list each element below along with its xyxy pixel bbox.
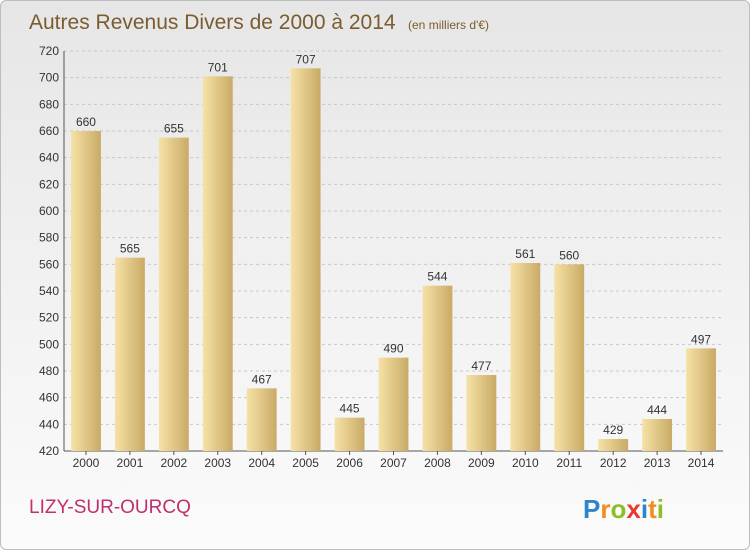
y-tick-label: 720 — [39, 44, 59, 58]
y-tick-label: 560 — [39, 257, 59, 271]
y-tick-label: 640 — [39, 151, 59, 165]
data-label: 655 — [164, 122, 184, 136]
bar — [334, 417, 365, 451]
data-label: 477 — [471, 359, 491, 373]
bar — [378, 357, 409, 451]
bar — [422, 285, 453, 451]
data-label: 429 — [603, 423, 623, 437]
bar — [642, 419, 673, 451]
x-tick-labels: 2000 2001 2002 2003 2004 2005 2006 2007 2008 2009… — [73, 456, 715, 470]
bar — [158, 137, 189, 451]
data-labels: 660 565 655 701 467 707 445 490 544 477 561 560 429 4… — [76, 52, 711, 437]
bars — [71, 68, 716, 451]
data-label: 565 — [120, 242, 140, 256]
bar — [510, 263, 541, 451]
x-tick-label: 2004 — [248, 456, 275, 470]
commune-name: LIZY-SUR-OURCQ — [29, 497, 191, 518]
bar — [290, 68, 321, 451]
x-tick-label: 2006 — [336, 456, 363, 470]
x-tick-label: 2010 — [512, 456, 539, 470]
x-tick-label: 2009 — [468, 456, 495, 470]
y-tick-label: 600 — [39, 204, 59, 218]
data-label: 467 — [252, 372, 272, 386]
logo-letter: i — [657, 494, 664, 524]
data-label: 707 — [296, 52, 316, 66]
x-tick-label: 2002 — [160, 456, 187, 470]
bar — [686, 348, 716, 451]
x-tick-label: 2007 — [380, 456, 407, 470]
y-tick-label: 580 — [39, 231, 59, 245]
logo-letter: o — [610, 494, 626, 524]
y-tick-label: 500 — [39, 337, 59, 351]
bar — [202, 76, 233, 451]
x-tick-label: 2001 — [117, 456, 144, 470]
x-tick-label: 2013 — [644, 456, 671, 470]
data-label: 660 — [76, 115, 96, 129]
proxiti-logo: Proxiti — [583, 494, 664, 524]
y-tick-label: 540 — [39, 284, 59, 298]
logo-letter: r — [600, 494, 610, 524]
x-tick-label: 2012 — [600, 456, 627, 470]
y-tick-label: 440 — [39, 417, 59, 431]
x-tick-label: 2003 — [204, 456, 231, 470]
y-tick-label: 520 — [39, 311, 59, 325]
x-tick-label: 2014 — [688, 456, 715, 470]
bar — [71, 131, 101, 451]
y-tick-label: 420 — [39, 444, 59, 458]
logo-letter: i — [641, 494, 648, 524]
y-tick-label: 480 — [39, 364, 59, 378]
data-label: 497 — [691, 332, 711, 346]
logo-letter: P — [583, 494, 600, 524]
y-tick-label: 680 — [39, 97, 59, 111]
data-label: 560 — [559, 248, 579, 262]
data-label: 561 — [515, 247, 535, 261]
chart-title-unit: (en milliers d'€) — [408, 18, 489, 32]
x-tick-label: 2000 — [73, 456, 100, 470]
chart-title: Autres Revenus Divers de 2000 à 2014 (en… — [29, 11, 489, 34]
bar — [554, 264, 585, 451]
bar — [246, 388, 277, 451]
x-tick-label: 2008 — [424, 456, 451, 470]
data-label: 444 — [647, 403, 667, 417]
logo-letter: t — [648, 494, 657, 524]
data-label: 445 — [340, 402, 360, 416]
logo-letter: x — [626, 494, 641, 524]
x-tick-label: 2005 — [292, 456, 319, 470]
y-tick-label: 660 — [39, 124, 59, 138]
x-tick-label: 2011 — [556, 456, 582, 470]
chart-title-main: Autres Revenus Divers de 2000 à 2014 — [29, 11, 396, 34]
y-tick-label: 460 — [39, 391, 59, 405]
bar — [598, 439, 629, 451]
y-tick-label: 620 — [39, 177, 59, 191]
bar — [466, 375, 497, 451]
data-label: 544 — [427, 270, 447, 284]
data-label: 701 — [208, 60, 228, 74]
data-label: 490 — [383, 342, 403, 356]
bar — [114, 257, 145, 451]
y-tick-label: 700 — [39, 71, 59, 85]
y-tick-labels: 420 440 460 480 500 520 540 560 580 600 620 640 660 6… — [39, 44, 59, 458]
